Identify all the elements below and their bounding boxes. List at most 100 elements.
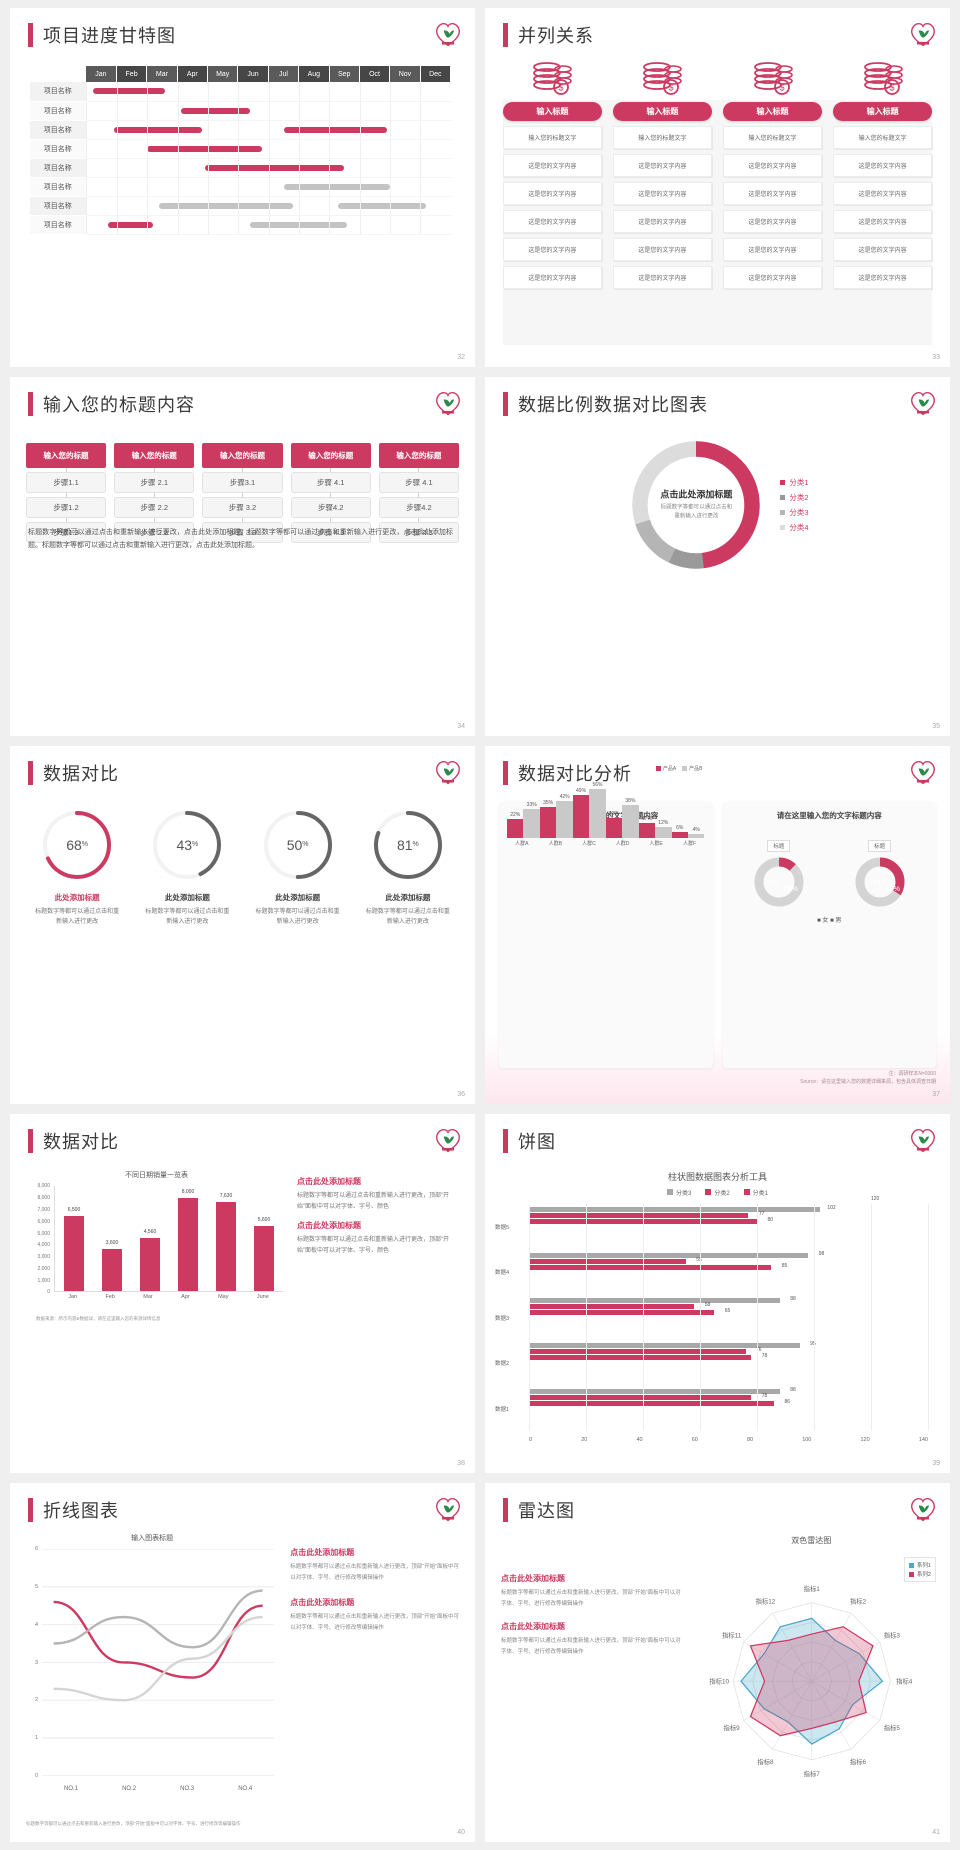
svg-text:66%: 66% [886, 886, 900, 893]
hbar-value: 78 [761, 1353, 768, 1360]
parallel-cell[interactable]: 这是您的文字内容 [503, 210, 602, 233]
parallel-pill-1[interactable]: 输入标题 [503, 102, 602, 121]
parallel-pill-2[interactable]: 输入标题 [613, 102, 712, 121]
column-bar: 4,560 [139, 1229, 161, 1292]
legend-item: 系列2 [908, 1570, 931, 1578]
legend-item: 分类3 [666, 1188, 691, 1197]
bar-column: 6% [671, 772, 688, 838]
slide-36-gauges[interactable]: 数据对比 68% 此处添加标题 标题数字等都可以通过点击和重新输入进行更改 43% 此处… [10, 745, 475, 1105]
slide-34-steps[interactable]: 输入您的标题内容 输入您的标题 步骤1.1 步骤1.2 步骤1.3 输入您的标题 步骤 2… [10, 376, 475, 736]
slide-33-parallel[interactable]: 并列关系 $ 输入标题 输入您的标题文字 这是您的文字内容 这是您的文字内容 这是您的文字… [485, 8, 950, 367]
brand-logo-icon [910, 1497, 936, 1523]
hbar-row: 102 77 80 120 [529, 1196, 928, 1249]
parallel-cell[interactable]: 这是您的文字内容 [833, 238, 932, 261]
slide-41-radar[interactable]: 雷达图 点击此处添加标题 标题数字等都可以通过点击和重新输入进行更改，顶部“开始… [485, 1483, 950, 1842]
gantt-gridline [238, 196, 240, 215]
side-body-2: 标题数字等都可以通过点击和重新输入进行更改，顶部“开始”面板中可以对字体、字号、… [501, 1638, 681, 1655]
page-title: 饼图 [518, 1132, 556, 1153]
bar-cat-label: 人群A [515, 840, 529, 847]
parallel-cell[interactable]: 这是您的文字内容 [723, 266, 822, 289]
legend-item[interactable]: 分类1 [780, 477, 809, 488]
step-box[interactable]: 步骤 2.3 [114, 521, 195, 543]
slide-38-column[interactable]: 数据对比 不同日期销量一览表 9,000 8,000 7,000 6,000 5,000… [10, 1114, 475, 1474]
slide-40-line[interactable]: 折线图表 输入图表标题 6 5 4 3 2 1 0 NO.1 NO.2 NO.3 NO.4 标题数… [10, 1483, 475, 1842]
gantt-gridline [298, 177, 300, 196]
parallel-cell[interactable]: 这是您的文字内容 [833, 182, 932, 205]
parallel-cell[interactable]: 输入您的标题文字 [503, 126, 602, 149]
parallel-cell[interactable]: 这是您的文字内容 [503, 238, 602, 261]
gantt-gridline [268, 215, 270, 234]
step-box[interactable]: 步骤 4.1 [290, 471, 371, 493]
parallel-cell[interactable]: 这是您的文字内容 [723, 182, 822, 205]
gantt-gridline [238, 120, 240, 139]
parallel-cell[interactable]: 这是您的文字内容 [723, 238, 822, 261]
gantt-gridline [420, 139, 422, 158]
parallel-cell[interactable]: 这是您的文字内容 [723, 210, 822, 233]
parallel-cell[interactable]: 这是您的文字内容 [503, 154, 602, 177]
hbar-row: 95 76 78 [529, 1340, 928, 1385]
chart-footnote: 数据来源：所示内容Б数据详，请在这里输入您的来源详情信息 [36, 1316, 161, 1322]
slide-39-hbar[interactable]: 饼图 柱状图数据图表分析工具 分类3 分类2 分类1 数据5 数据4 数据3 数据2 数据1… [485, 1114, 950, 1474]
parallel-cell[interactable]: 这是您的文字内容 [613, 238, 712, 261]
legend-item[interactable]: 分类4 [780, 522, 809, 533]
parallel-cell[interactable]: 这是您的文字内容 [613, 182, 712, 205]
parallel-pill-4[interactable]: 输入标题 [833, 102, 932, 121]
parallel-cell[interactable]: 输入您的标题文字 [723, 126, 822, 149]
side-title-1: 点击此处添加标题 [297, 1177, 361, 1187]
sample-note: 注：调研样本N=9300 [888, 1071, 936, 1078]
gauge-title: 此处添加标题 [164, 892, 210, 902]
step-box[interactable]: 步骤4.2 [290, 496, 371, 518]
parallel-cell[interactable]: 这是您的文字内容 [833, 266, 932, 289]
step-box[interactable]: 步骤1.1 [26, 471, 107, 493]
parallel-cell[interactable]: 输入您的标题文字 [833, 126, 932, 149]
slide-35-donut[interactable]: 数据比例数据对比图表 点击此处添加标题 标题数字等都可以通过点击和 重新输入进行… [485, 376, 950, 736]
legend-item[interactable]: 分类3 [780, 507, 809, 518]
parallel-cell[interactable]: 输入您的标题文字 [613, 126, 712, 149]
step-box[interactable]: 步骤 3.2 [202, 496, 283, 518]
hbar-value: 85 [781, 1262, 788, 1269]
step-box[interactable]: 步骤 2.2 [114, 496, 195, 518]
gantt-gridline [329, 158, 331, 177]
parallel-cell[interactable]: 这是您的文字内容 [613, 154, 712, 177]
legend-swatch [780, 524, 786, 530]
parallel-cell[interactable]: 这是您的文字内容 [503, 182, 602, 205]
gantt-track [85, 139, 451, 159]
parallel-columns: $ 输入标题 输入您的标题文字 这是您的文字内容 这是您的文字内容 这是您的文字内容 这是您… [503, 60, 932, 289]
legend-item[interactable]: 分类2 [780, 492, 809, 503]
step-header-4[interactable]: 输入您的标题 [290, 442, 371, 468]
slide-37-compare[interactable]: 数据对比分析 请在这里输入您的文字标题内容 产品A 产品B 22% 33% 35% 42… [485, 745, 950, 1105]
step-box[interactable]: 步骤 4.3 [290, 521, 371, 543]
step-box[interactable]: 步骤1.2 [26, 496, 107, 518]
parallel-cell[interactable]: 这是您的文字内容 [723, 154, 822, 177]
parallel-cell[interactable]: 这是您的文字内容 [613, 266, 712, 289]
legend-label: 分类1 [789, 477, 809, 487]
step-box[interactable]: 步骤 3.3 [202, 521, 283, 543]
side-body-1: 标题数字等都可以通过点击和重新输入进行更改，顶部“开始”面板中可以对字体、字号、… [297, 1193, 449, 1211]
parallel-pill-3[interactable]: 输入标题 [723, 102, 822, 121]
step-box[interactable]: 步骤3.1 [202, 471, 283, 493]
bar-rect [605, 817, 623, 838]
step-header-1[interactable]: 输入您的标题 [26, 442, 107, 468]
step-box[interactable]: 步骤 4.3 [378, 521, 459, 543]
step-box[interactable]: 步骤 4.1 [378, 471, 459, 493]
step-header-2[interactable]: 输入您的标题 [114, 442, 195, 468]
parallel-cell[interactable]: 这是您的文字内容 [833, 210, 932, 233]
mini-donut-ring: 12% 88% [752, 855, 806, 909]
mini-donut-1: 标题 12% 88% [752, 835, 806, 909]
bar-column: 38% [622, 772, 639, 838]
step-box[interactable]: 步骤1.3 [26, 521, 107, 543]
parallel-cell[interactable]: 这是您的文字内容 [833, 154, 932, 177]
step-box[interactable]: 步骤4.2 [378, 496, 459, 518]
step-header-3[interactable]: 输入您的标题 [202, 442, 283, 468]
gantt-gridline [207, 196, 209, 215]
gantt-gridline [207, 101, 209, 120]
parallel-cell[interactable]: 这是您的文字内容 [503, 266, 602, 289]
step-box[interactable]: 步骤 2.1 [114, 471, 195, 493]
slide-number: 36 [457, 1091, 465, 1099]
bar-value-label: 49% [576, 788, 587, 795]
parallel-cell[interactable]: 这是您的文字内容 [613, 210, 712, 233]
step-header-5[interactable]: 输入您的标题 [378, 442, 459, 468]
bar-column: 22% [507, 772, 524, 838]
slide-32-gantt[interactable]: 项目进度甘特图 Jan Feb Mar Apr May Jun Jul Aug … [10, 8, 475, 367]
gantt-track [85, 82, 451, 102]
